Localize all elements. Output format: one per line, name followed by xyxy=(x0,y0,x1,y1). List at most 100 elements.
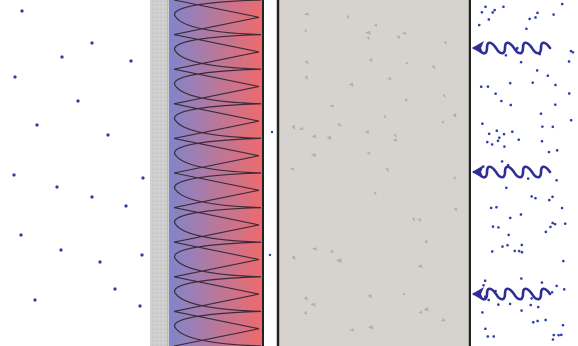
air-dot xyxy=(525,27,528,31)
air-dot xyxy=(505,186,508,190)
air-dot xyxy=(571,50,575,54)
insulation-zigzag xyxy=(173,241,260,278)
concrete-speck xyxy=(373,23,377,27)
air-dot xyxy=(483,279,487,283)
air-dot xyxy=(479,85,483,88)
moisture-arrow-top xyxy=(472,41,552,55)
arrow-head-icon xyxy=(472,165,484,179)
concrete-speck xyxy=(385,167,390,173)
air-dot xyxy=(490,250,494,253)
air-dot xyxy=(507,233,510,237)
air-dot xyxy=(59,248,63,252)
air-dot xyxy=(569,49,573,53)
concrete-speck xyxy=(326,135,332,141)
concrete-speck xyxy=(417,218,422,222)
insulation-layer xyxy=(169,0,264,346)
concrete-speck xyxy=(336,123,342,128)
air-dot xyxy=(535,69,539,72)
concrete-speck xyxy=(291,255,296,260)
air-dot xyxy=(497,226,500,229)
air-dot xyxy=(520,277,523,280)
concrete-speck xyxy=(311,134,317,139)
air-dot xyxy=(519,213,523,216)
air-dot xyxy=(12,173,16,177)
air-dot xyxy=(129,59,133,63)
concrete-speck xyxy=(424,239,428,244)
insulation-coils xyxy=(173,0,262,346)
air-dot xyxy=(547,150,551,154)
air-dot xyxy=(517,249,521,253)
concrete-speck xyxy=(298,126,304,131)
air-dot xyxy=(528,17,531,21)
air-dot xyxy=(562,259,565,263)
insulation-zigzag xyxy=(173,207,260,243)
air-dot xyxy=(140,253,144,257)
air-dot xyxy=(55,185,59,189)
air-dot xyxy=(534,16,537,19)
wavy-arrow-icon xyxy=(472,41,552,55)
air-dot xyxy=(502,132,506,136)
concrete-speck xyxy=(368,58,373,63)
concrete-speck xyxy=(290,167,295,171)
air-dot xyxy=(526,177,530,180)
air-dot xyxy=(551,195,554,199)
air-dot xyxy=(536,305,540,309)
insulation-zigzag xyxy=(173,0,260,36)
air-dot xyxy=(520,309,523,312)
concrete-speck xyxy=(418,310,423,314)
air-dot xyxy=(563,222,567,225)
concrete-speck xyxy=(396,35,401,40)
moisture-arrow-middle xyxy=(472,165,552,179)
concrete-speck xyxy=(303,296,308,301)
air-dot xyxy=(555,149,559,152)
air-dot xyxy=(555,284,558,288)
insulation-coil xyxy=(174,103,262,139)
air-dot xyxy=(495,205,498,209)
air-dot xyxy=(76,99,80,103)
concrete-speck xyxy=(453,207,458,212)
concrete-speck xyxy=(303,12,310,16)
insulation-coil xyxy=(174,137,262,174)
insulation-zigzag xyxy=(173,34,260,70)
air-dot xyxy=(509,103,513,107)
air-dot xyxy=(477,23,481,27)
air-dot xyxy=(60,55,64,59)
air-dot xyxy=(517,138,521,141)
air-dot xyxy=(486,335,490,338)
air-dot xyxy=(508,216,512,220)
insulation-coil xyxy=(174,68,262,105)
concrete-speck xyxy=(443,41,448,45)
concrete-speck xyxy=(310,302,317,308)
air-dot xyxy=(560,206,564,210)
concrete-speck xyxy=(386,76,392,80)
concrete-speck xyxy=(431,65,436,70)
air-dot xyxy=(519,60,523,64)
concrete-speck xyxy=(348,328,355,332)
air-dot xyxy=(508,302,512,306)
air-dot xyxy=(496,139,500,143)
concrete-speck xyxy=(373,191,377,196)
air-dot xyxy=(551,338,555,341)
wavy-arrow-icon xyxy=(472,287,552,301)
concrete-speck xyxy=(404,97,408,102)
concrete-speck xyxy=(442,93,446,99)
air-dot xyxy=(495,129,499,132)
concrete-speck xyxy=(452,113,457,118)
concrete-speck xyxy=(303,310,308,315)
concrete-speck xyxy=(304,75,309,80)
air-dot xyxy=(529,303,533,307)
insulation-coil xyxy=(174,172,262,209)
insulation-zigzag xyxy=(173,137,260,174)
air-dot xyxy=(492,335,496,338)
air-dot xyxy=(552,333,556,337)
air-dot xyxy=(561,323,565,327)
concrete-speck xyxy=(402,292,406,296)
air-dot xyxy=(567,92,571,95)
air-dot xyxy=(33,298,37,302)
insulation-zigzag xyxy=(173,103,260,139)
air-dot xyxy=(559,333,563,337)
air-dot xyxy=(560,2,564,6)
air-dot xyxy=(491,11,495,14)
